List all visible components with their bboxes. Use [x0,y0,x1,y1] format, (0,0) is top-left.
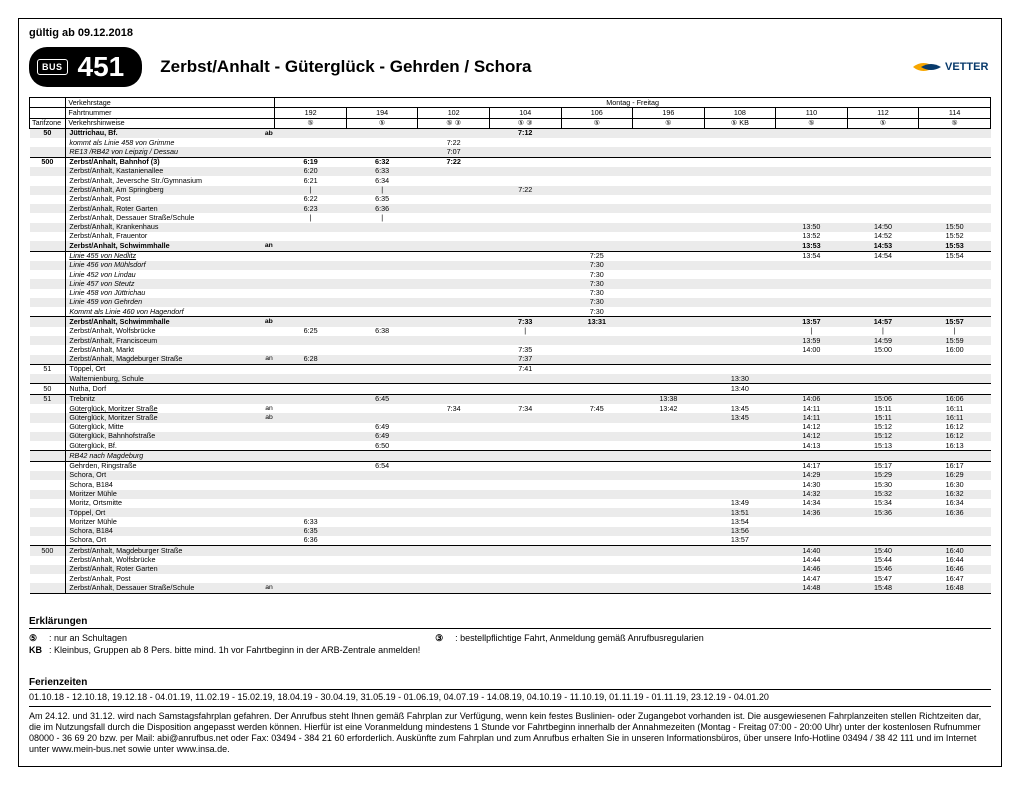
footnote: Am 24.12. und 31.12. wird nach Samstagsf… [29,711,991,756]
vetter-logo-icon: VETTER [911,55,991,79]
holidays-text: 01.10.18 - 12.10.18, 19.12.18 - 04.01.19… [29,692,991,702]
bus-icon: BUS [37,59,68,75]
explanations-heading: Erklärungen [29,616,991,629]
timetable-document: gültig ab 09.12.2018 BUS 451 Zerbst/Anha… [18,18,1002,767]
validity-date: gültig ab 09.12.2018 [29,27,991,39]
header-bar: BUS 451 Zerbst/Anhalt - Güterglück - Geh… [29,47,991,87]
timetable: VerkehrstageMontag - FreitagFahrtnummer1… [29,97,991,594]
explanations: ⑤: nur an Schultagen ③: bestellpflichtig… [29,633,991,655]
route-pill: BUS 451 [29,47,142,87]
holidays-heading: Ferienzeiten [29,677,991,690]
route-title: Zerbst/Anhalt - Güterglück - Gehrden / S… [160,57,911,77]
svg-text:VETTER: VETTER [945,61,988,73]
operator-logo: VETTER [911,55,991,79]
route-number: 451 [78,51,125,83]
